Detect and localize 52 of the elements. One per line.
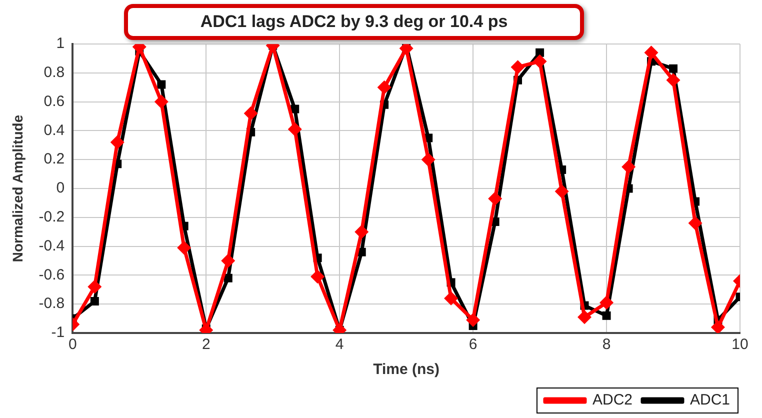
point xyxy=(421,152,436,167)
point xyxy=(688,216,702,230)
point xyxy=(177,240,192,255)
x-tick-label: 6 xyxy=(468,336,478,354)
y-tick-label: 0.8 xyxy=(44,64,65,82)
point xyxy=(288,122,302,136)
point xyxy=(110,135,124,150)
point xyxy=(88,280,102,294)
point xyxy=(622,160,636,174)
y-tick-label: -0.2 xyxy=(38,208,65,226)
point xyxy=(669,64,678,73)
chart-title: ADC1 lags ADC2 by 9.3 deg or 10.4 ps xyxy=(124,4,584,40)
point xyxy=(221,254,236,268)
x-tick-label: 10 xyxy=(732,336,748,354)
point xyxy=(666,73,680,88)
point xyxy=(554,184,569,198)
point xyxy=(157,80,166,89)
point xyxy=(154,94,168,109)
point xyxy=(600,296,614,310)
point xyxy=(532,54,547,68)
y-tick-label: -0.8 xyxy=(38,295,65,312)
point xyxy=(466,312,480,327)
point xyxy=(644,46,658,60)
x-tick-label: 2 xyxy=(202,336,210,354)
legend-label: ADC2 xyxy=(592,392,632,409)
y-tick-label: 0.6 xyxy=(44,92,65,110)
legend-label: ADC1 xyxy=(690,392,730,409)
y-tick-label: 0.2 xyxy=(44,150,65,168)
y-axis-title: Normalized Amplitude xyxy=(9,114,26,262)
point xyxy=(354,224,369,239)
y-tick-label: -1 xyxy=(51,324,65,342)
point xyxy=(488,192,502,206)
y-tick-label: 0.4 xyxy=(44,122,65,139)
point xyxy=(602,311,611,320)
x-tick-label: 4 xyxy=(335,336,344,354)
point xyxy=(710,320,725,333)
y-tick-label: 1 xyxy=(56,35,65,52)
y-tick-label: -0.4 xyxy=(38,237,65,254)
point xyxy=(536,48,544,57)
point xyxy=(310,270,325,284)
y-tick-label: 0 xyxy=(56,180,65,197)
point xyxy=(377,80,392,94)
point xyxy=(578,310,592,324)
point xyxy=(224,274,232,282)
x-axis-title: Time (ns) xyxy=(373,361,440,378)
x-tick-label: 8 xyxy=(602,336,611,354)
point xyxy=(444,291,458,306)
point xyxy=(510,60,525,74)
x-tick-label: 0 xyxy=(68,336,77,354)
point xyxy=(90,296,99,306)
y-tick-label: -0.6 xyxy=(38,266,65,284)
point xyxy=(244,106,258,120)
